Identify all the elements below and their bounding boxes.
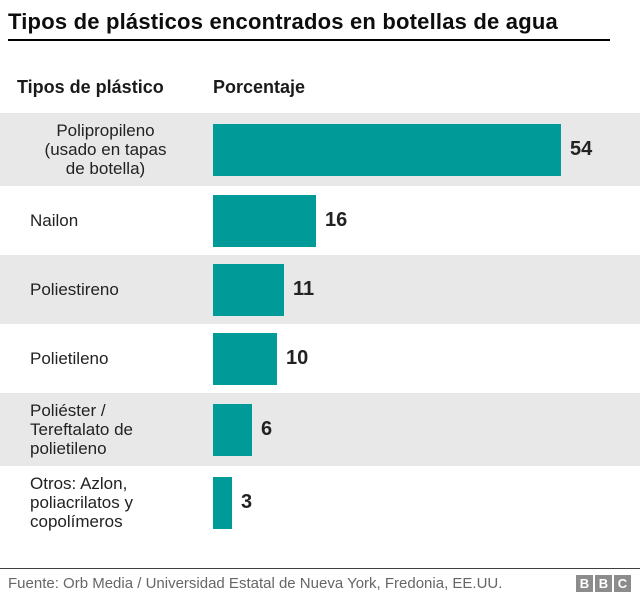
table-row-polipropileno: Polipropileno (usado en tapas de botella… [0, 113, 640, 186]
footer: Fuente: Orb Media / Universidad Estatal … [0, 568, 640, 600]
plastic-type-label: Otros: Azlon, poliacrilatos y copolímero… [30, 474, 133, 531]
bar-value: 10 [286, 347, 309, 369]
table-row-nailon: Nailon 16 [0, 186, 640, 255]
column-headers: Tipos de plástico Porcentaje [0, 77, 640, 99]
table-row-poliester: Poliéster / Tereftalato de polietileno 6 [0, 393, 640, 466]
plastic-type-label: Polietileno [30, 349, 109, 368]
table-row-poliestireno: Poliestireno 11 [0, 255, 640, 324]
bar [213, 476, 232, 529]
bar-value: 54 [570, 138, 593, 160]
source-text: Fuente: Orb Media / Universidad Estatal … [8, 575, 503, 592]
title-underline: Tipos de plásticos encontrados en botell… [8, 0, 610, 41]
bar [213, 123, 561, 176]
plastic-type-label: Poliestireno [30, 280, 119, 299]
plastic-type-label: Nailon [30, 211, 79, 230]
bar [213, 332, 277, 385]
plastic-type-label: Poliéster / Tereftalato de polietileno [30, 401, 134, 458]
bbc-logo-block-b2: B [595, 575, 612, 592]
bar-area: 11 [213, 255, 640, 324]
bar-value: 3 [241, 491, 253, 513]
bar-area: 16 [213, 186, 640, 255]
bar-area: 54 [213, 115, 640, 184]
bar [213, 194, 316, 247]
bar-area: 6 [213, 395, 640, 464]
bar-value: 11 [293, 278, 315, 300]
bar-value: 6 [261, 418, 273, 440]
bar [213, 403, 252, 456]
bar-area: 10 [213, 324, 640, 393]
bar-chart: Polipropileno (usado en tapas de botella… [0, 113, 640, 539]
bar [213, 263, 284, 316]
table-row-polietileno: Polietileno 10 [0, 324, 640, 393]
bbc-logo-block-b1: B [576, 575, 593, 592]
plastic-type-label: Polipropileno (usado en tapas de botella… [44, 121, 167, 178]
bar-area: 3 [213, 468, 640, 537]
bbc-logo: B B C [576, 575, 631, 592]
column-header-type: Tipos de plástico [17, 77, 164, 97]
bar-value: 16 [325, 209, 348, 231]
column-header-percentage: Porcentaje [213, 77, 306, 97]
bbc-logo-block-c: C [614, 575, 631, 592]
table-row-otros: Otros: Azlon, poliacrilatos y copolímero… [0, 466, 640, 539]
chart-title: Tipos de plásticos encontrados en botell… [8, 9, 558, 34]
